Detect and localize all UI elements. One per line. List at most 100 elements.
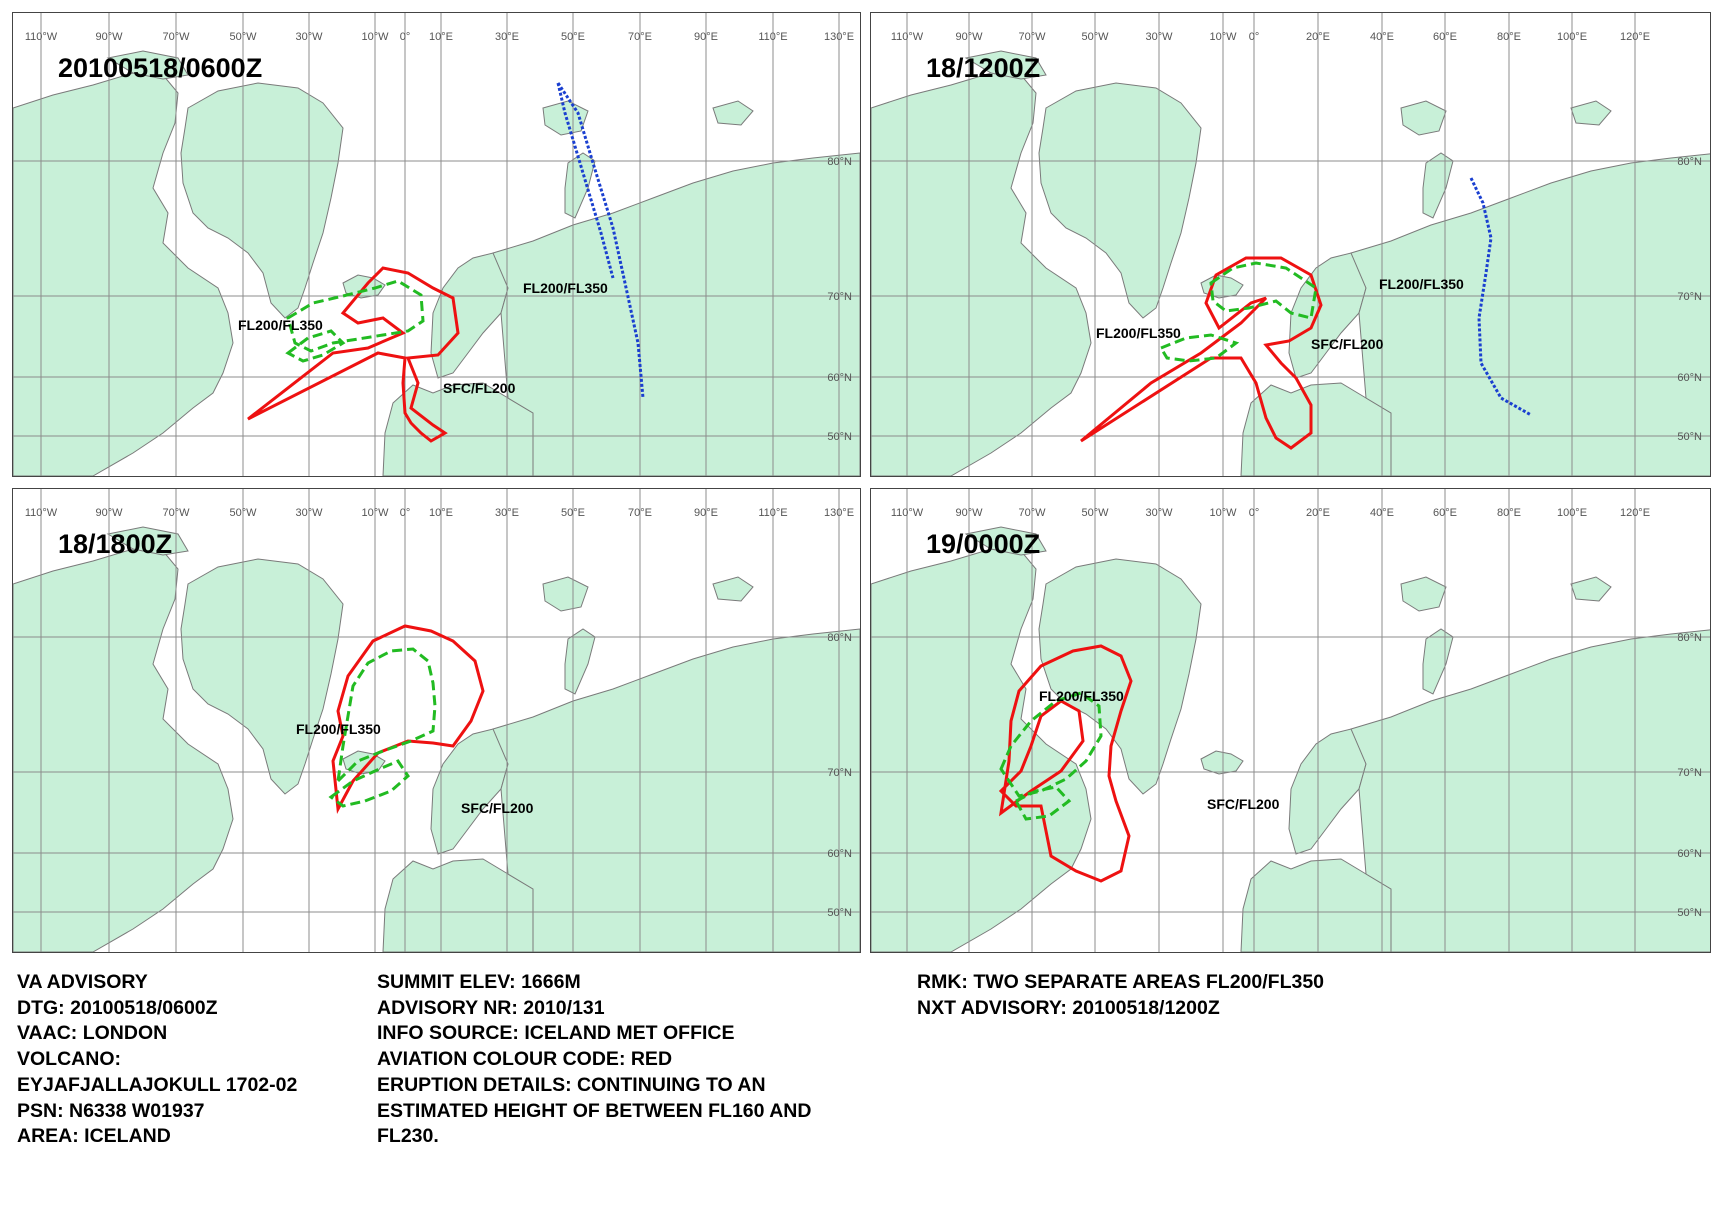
panel-title: 18/1200Z [926, 53, 1041, 83]
advisory-line: RMK: TWO SEPARATE AREAS FL200/FL350 [917, 971, 1325, 993]
latitude-label: 70°N [1677, 291, 1702, 303]
longitude-label: 30°E [495, 31, 519, 43]
longitude-label: 50°W [229, 31, 257, 43]
landmass [871, 526, 1710, 952]
longitude-label: 30°E [495, 507, 519, 519]
graticule [871, 13, 1710, 476]
map-canvas: FL200/FL350 SFC/FL200 110°W 90°W 70°W 50°W 30… [871, 489, 1710, 952]
ash-plumes: FL200/FL350 SFC/FL200 [296, 624, 534, 816]
advisory-line: SUMMIT ELEV: 1666M [377, 971, 581, 993]
map-panel-1800z: FL200/FL350 SFC/FL200 110°W 90°W 70°W 50°W 30… [12, 488, 861, 953]
longitude-label: 90°W [955, 31, 983, 43]
longitude-label: 0° [1249, 31, 1260, 43]
latitude-label: 50°N [827, 907, 852, 919]
latitude-label: 80°N [1677, 632, 1702, 644]
advisory-line: FL230. [377, 1125, 439, 1148]
longitude-label: 100°E [1557, 31, 1587, 43]
longitude-label: 10°E [429, 31, 453, 43]
land-shape [1400, 576, 1447, 612]
longitude-label: 90°W [95, 507, 123, 519]
longitude-label: 20°E [1306, 507, 1330, 519]
advisory-line: AREA: ICELAND [17, 1125, 171, 1148]
longitude-label: 10°W [1209, 507, 1237, 519]
land-shape [1570, 576, 1612, 602]
longitude-label: 120°E [1620, 31, 1650, 43]
fl200-fl350-ash-area [1013, 785, 1072, 821]
advisory-line: NXT ADVISORY: 20100518/1200Z [917, 996, 1220, 1019]
land-shape [492, 152, 860, 476]
land-shape [564, 628, 596, 695]
flight-level-label: FL200/FL350 [1379, 276, 1464, 292]
land-shape [964, 50, 1047, 80]
coordinate-labels: 110°W 90°W 70°W 50°W 30°W 10°W 0° 10°E 30°E 50°E 7… [25, 31, 854, 443]
longitude-label: 30°W [1145, 507, 1173, 519]
longitude-label: 70°W [162, 31, 190, 43]
latitude-label: 70°N [827, 291, 852, 303]
land-shape [1400, 100, 1447, 136]
longitude-label: 90°E [694, 507, 718, 519]
map-panel-1200z: FL200/FL350 FL200/FL350 SFC/FL200 110°W 90°… [870, 12, 1711, 477]
graticule [13, 489, 860, 952]
longitude-label: 0° [400, 31, 411, 43]
flight-level-label: FL200/FL350 [523, 280, 608, 296]
other-ash-area [556, 82, 645, 399]
longitude-label: 30°W [295, 31, 323, 43]
flight-level-label: FL200/FL350 [1096, 325, 1181, 341]
latitude-label: 60°N [827, 848, 852, 860]
longitude-label: 80°E [1497, 507, 1521, 519]
land-shape [1422, 152, 1454, 219]
advisory-col-2: SUMMIT ELEV: 1666M ADVISORY NR: 2010/131… [377, 970, 811, 1150]
coordinate-labels: 110°W 90°W 70°W 50°W 30°W 10°W 0° 10°E 30°E 50°E 7… [25, 507, 854, 919]
sfc-fl200-ash-area [998, 644, 1133, 883]
longitude-label: 10°W [1209, 31, 1237, 43]
advisory-line: VA ADVISORY [17, 971, 148, 993]
longitude-label: 10°W [361, 507, 389, 519]
latitude-label: 80°N [827, 632, 852, 644]
land-shape [1288, 728, 1367, 855]
land-shape [106, 50, 189, 80]
longitude-label: 100°E [1557, 507, 1587, 519]
sfc-fl200-ash-area [247, 266, 460, 443]
map-canvas: FL200/FL350 FL200/FL350 SFC/FL200 110°W 90°… [13, 13, 860, 476]
land-shape [1200, 274, 1244, 299]
advisory-line: DTG: 20100518/0600Z [17, 996, 218, 1019]
longitude-label: 70°W [1018, 507, 1046, 519]
longitude-label: 10°E [429, 507, 453, 519]
longitude-label: 70°E [628, 31, 652, 43]
longitude-label: 0° [400, 507, 411, 519]
flight-level-label: FL200/FL350 [296, 721, 381, 737]
longitude-label: 90°W [95, 31, 123, 43]
longitude-label: 120°E [1620, 507, 1650, 519]
fl200-fl350-ash-area [335, 647, 437, 786]
flight-level-label: SFC/FL200 [1207, 796, 1280, 812]
fl200-fl350-ash-area [285, 329, 346, 363]
landmass [13, 50, 860, 476]
land-shape [180, 82, 344, 319]
land-shape [1570, 100, 1612, 126]
flight-level-label: SFC/FL200 [1311, 336, 1384, 352]
latitude-label: 50°N [827, 431, 852, 443]
sfc-fl200-ash-area [1080, 256, 1323, 450]
land-shape [430, 728, 509, 855]
advisory-line: AVIATION COLOUR CODE: RED [377, 1048, 673, 1071]
graticule [871, 489, 1710, 952]
advisory-col-1: VA ADVISORY DTG: 20100518/0600Z VAAC: LO… [17, 970, 297, 1150]
fl200-fl350-ash-area [1209, 261, 1318, 320]
fl200-fl350-ash-area [328, 759, 410, 808]
longitude-label: 50°W [1081, 507, 1109, 519]
longitude-label: 50°W [229, 507, 257, 519]
longitude-label: 130°E [824, 31, 854, 43]
flight-level-label: FL200/FL350 [238, 317, 323, 333]
longitude-label: 50°W [1081, 31, 1109, 43]
land-shape [180, 558, 344, 795]
map-canvas: FL200/FL350 SFC/FL200 110°W 90°W 70°W 50°W 30… [13, 489, 860, 952]
land-shape [1200, 750, 1244, 775]
map-canvas: FL200/FL350 FL200/FL350 SFC/FL200 110°W 90°… [871, 13, 1710, 476]
longitude-label: 90°E [694, 31, 718, 43]
longitude-label: 110°W [25, 31, 58, 43]
longitude-label: 30°W [295, 507, 323, 519]
latitude-label: 70°N [1677, 767, 1702, 779]
panel-title: 19/0000Z [926, 529, 1041, 559]
latitude-label: 70°N [827, 767, 852, 779]
ash-plumes: FL200/FL350 FL200/FL350 SFC/FL200 [238, 82, 645, 443]
